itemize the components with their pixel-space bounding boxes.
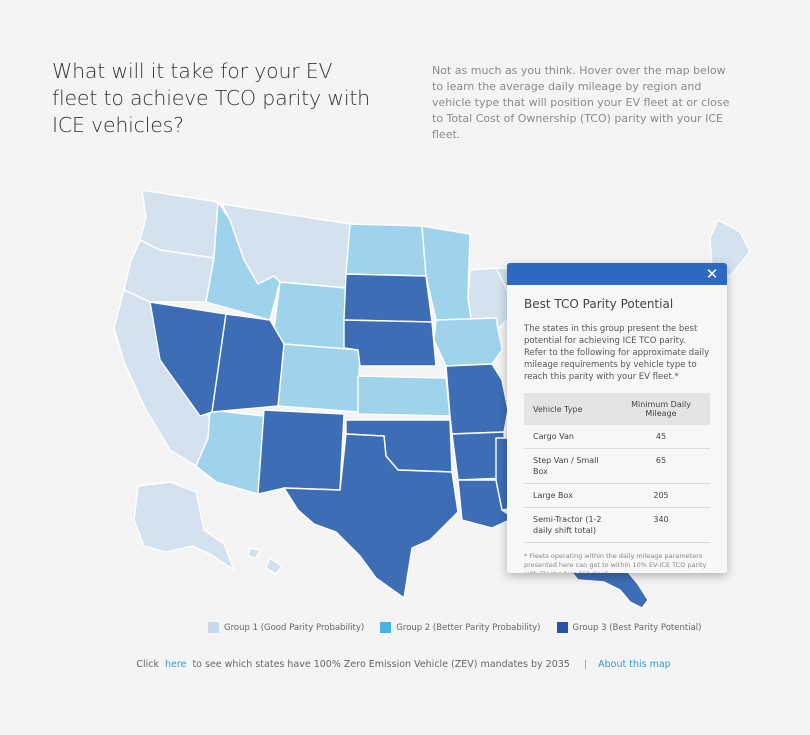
state-sd[interactable]: [343, 273, 433, 323]
footer-suffix: to see which states have 100% Zero Emiss…: [192, 659, 570, 670]
footer-prefix: Click: [136, 659, 159, 670]
footer-separator: |: [583, 659, 588, 670]
popup-title: Best TCO Parity Potential: [524, 297, 674, 311]
legend-label: Group 2 (Better Parity Probability): [396, 622, 541, 633]
legend-label: Group 3 (Best Parity Potential): [572, 622, 702, 633]
table-row: Large Box 205: [524, 483, 710, 508]
popup-description: The states in this group present the bes…: [524, 324, 710, 382]
legend-item-group1[interactable]: Group 1 (Good Parity Probability): [208, 622, 364, 633]
legend-label: Group 1 (Good Parity Probability): [224, 622, 365, 633]
table-row: Semi-Tractor (1-2 daily shift total) 340: [524, 507, 710, 543]
table-header-min-mileage: Minimum Daily Mileage: [612, 393, 710, 425]
state-hi2[interactable]: [265, 557, 283, 575]
state-ak[interactable]: [133, 481, 235, 571]
table-row: Step Van / Small Box 65: [524, 448, 710, 484]
vehicle-type-cell: Large Box: [524, 483, 612, 508]
table-header-vehicle-type: Vehicle Type: [524, 393, 612, 425]
close-icon[interactable]: ✕: [705, 265, 719, 283]
mileage-cell: 340: [612, 507, 710, 543]
legend-item-group3[interactable]: Group 3 (Best Parity Potential): [556, 622, 702, 633]
map-legend: Group 1 (Good Parity Probability) Group …: [208, 622, 701, 633]
state-nm[interactable]: [257, 409, 345, 495]
vehicle-type-cell: Step Van / Small Box: [524, 448, 612, 484]
state-ks[interactable]: [357, 375, 451, 417]
legend-item-group2[interactable]: Group 2 (Better Parity Probability): [380, 622, 541, 633]
state-or[interactable]: [123, 239, 215, 303]
state-wy[interactable]: [271, 281, 347, 351]
zev-mandates-link[interactable]: here: [164, 659, 187, 670]
mileage-cell: 205: [612, 483, 710, 508]
intro-text: Not as much as you think. Hover over the…: [432, 64, 730, 141]
state-nd[interactable]: [345, 223, 427, 277]
state-fl[interactable]: [569, 569, 649, 609]
state-me[interactable]: [709, 219, 751, 277]
about-map-link[interactable]: About this map: [598, 659, 671, 670]
state-co[interactable]: [277, 343, 361, 413]
legend-swatch: [208, 622, 219, 633]
vehicle-type-cell: Semi-Tractor (1-2 daily shift total): [524, 507, 612, 543]
mileage-cell: 65: [612, 448, 710, 484]
state-mo[interactable]: [445, 363, 509, 435]
vehicle-type-cell: Cargo Van: [524, 425, 612, 449]
table-row: Cargo Van 45: [524, 425, 710, 449]
state-hi[interactable]: [247, 547, 261, 559]
state-id[interactable]: [205, 201, 281, 321]
footer: Click here to see which states have 100%…: [0, 659, 810, 670]
legend-swatch: [380, 622, 392, 633]
page-title: What will it take for your EV fleet to a…: [52, 59, 370, 137]
state-nv[interactable]: [149, 301, 227, 417]
mileage-table: Vehicle Type Minimum Daily Mileage Cargo…: [524, 393, 710, 543]
group-popup: ✕ Best TCO Parity Potential The states i…: [507, 263, 727, 573]
legend-swatch: [556, 622, 568, 633]
state-ia[interactable]: [433, 317, 503, 367]
popup-header-bar: ✕: [507, 263, 727, 285]
mileage-cell: 45: [612, 425, 710, 449]
popup-footnote: * Fleets operating within the daily mile…: [524, 552, 707, 573]
state-ut[interactable]: [211, 313, 285, 413]
state-tx[interactable]: [283, 433, 459, 599]
state-ne[interactable]: [343, 319, 437, 367]
